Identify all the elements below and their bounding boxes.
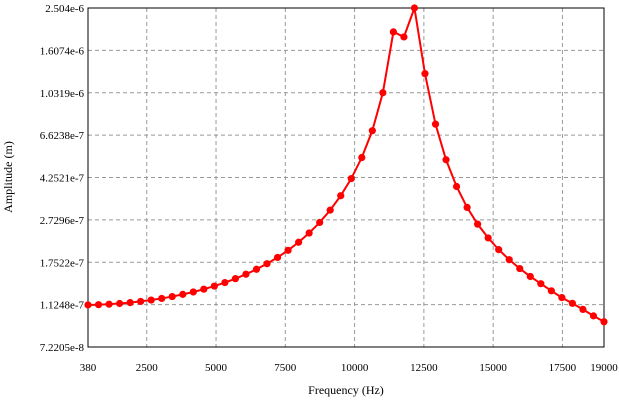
data-point	[105, 300, 113, 308]
data-point	[94, 301, 103, 309]
data-point	[431, 120, 440, 128]
plot-area-frame	[87, 7, 605, 348]
data-point	[452, 182, 461, 191]
x-tick-label: 380	[80, 362, 97, 374]
y-tick-label: 1.7522e-7	[40, 257, 85, 269]
data-point	[337, 192, 345, 200]
data-point	[600, 318, 608, 326]
data-point	[231, 275, 240, 283]
data-point	[410, 4, 419, 12]
y-tick-label: 1.1248e-7	[40, 300, 85, 312]
data-point	[168, 292, 176, 301]
data-point	[242, 270, 250, 278]
data-point	[579, 305, 587, 313]
y-tick-label: 7.2205e-8	[40, 342, 85, 354]
y-axis-title: Amplitude (m)	[1, 141, 15, 213]
data-point	[305, 229, 313, 237]
data-point	[137, 297, 145, 306]
data-point	[358, 153, 366, 162]
data-point	[516, 264, 524, 273]
y-tick-label: 1.6074e-6	[40, 45, 85, 57]
data-point	[347, 174, 355, 183]
data-point	[537, 280, 545, 288]
data-point	[210, 282, 218, 290]
data-point	[179, 290, 187, 298]
data-point	[526, 272, 534, 281]
x-tick-label: 17500	[549, 362, 577, 374]
data-point	[263, 260, 271, 268]
data-point	[505, 256, 513, 264]
x-tick-label: 2500	[136, 362, 159, 374]
series-line	[87, 4, 605, 323]
data-point	[484, 234, 492, 242]
x-tick-label: 12500	[410, 362, 438, 374]
x-tick-label: 19000	[590, 362, 618, 374]
data-point	[547, 287, 555, 295]
x-axis-title: Frequency (Hz)	[308, 383, 384, 397]
data-point	[589, 312, 598, 320]
data-point	[495, 246, 503, 254]
y-axis: 7.2205e-8 1.1248e-7 1.7522e-7 2.7296e-7 4.25…	[40, 3, 85, 354]
data-point	[474, 220, 482, 228]
data-point	[295, 238, 303, 246]
data-point	[84, 301, 92, 309]
data-point	[273, 253, 282, 262]
data-point	[389, 28, 397, 36]
y-tick-label: 2.7296e-7	[40, 215, 85, 227]
data-point	[326, 206, 334, 214]
data-point	[400, 33, 408, 41]
data-point	[126, 298, 134, 307]
data-point	[316, 218, 324, 227]
data-point	[442, 156, 450, 164]
data-point	[368, 127, 376, 135]
data-point	[158, 294, 166, 303]
x-tick-label: 7500	[274, 362, 297, 374]
data-point	[115, 299, 124, 308]
y-tick-label: 6.6238e-7	[40, 130, 85, 142]
data-point	[221, 278, 229, 287]
x-tick-label: 5000	[205, 362, 228, 374]
series	[84, 4, 608, 326]
y-tick-label: 1.0319e-6	[40, 88, 85, 100]
y-tick-label: 2.504e-6	[45, 3, 84, 15]
data-point	[463, 203, 471, 211]
x-axis: 380 2500 5000 7500 10000 12500 15000 17500 19000	[80, 362, 619, 374]
x-tick-label: 15000	[479, 362, 507, 374]
data-point	[147, 296, 155, 304]
x-tick-label: 10000	[341, 362, 369, 374]
grid	[88, 8, 604, 347]
y-tick-label: 4.2521e-7	[40, 173, 85, 185]
data-point	[284, 246, 292, 254]
data-point	[189, 288, 197, 296]
data-point	[252, 265, 261, 273]
data-point	[379, 89, 387, 97]
data-point	[200, 285, 208, 293]
data-point	[558, 294, 566, 302]
data-point	[421, 70, 429, 78]
data-point	[568, 299, 577, 307]
